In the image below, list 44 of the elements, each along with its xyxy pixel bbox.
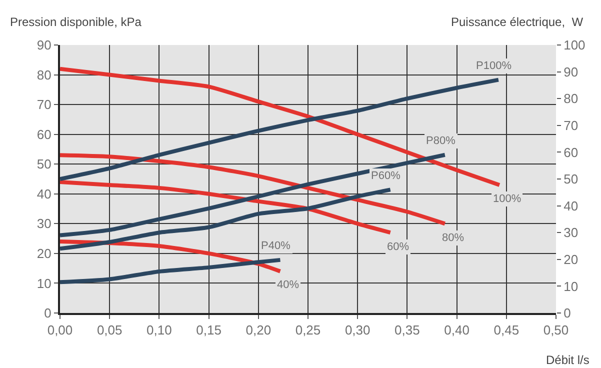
y-tick-label: 30 (36, 216, 52, 232)
y-axis-title: Pression disponible, kPa (10, 15, 142, 29)
x-tick-label: 0,50 (543, 322, 569, 338)
y2-tick-label: 60 (564, 144, 578, 160)
series-label: 100% (493, 193, 522, 205)
x-tick-label: 0,10 (146, 322, 172, 338)
y-tick-label: 20 (36, 246, 52, 261)
series-label: 60% (387, 241, 410, 253)
y2-tick-label: 90 (564, 64, 578, 80)
y-tick-label: 50 (36, 156, 52, 172)
x-tick-label: 0,40 (444, 322, 470, 338)
series-label: P60% (371, 170, 401, 182)
x-tick-label: 0,00 (47, 322, 73, 338)
y-tick-label: 80 (36, 67, 52, 82)
series-label: P40% (261, 240, 291, 252)
y2-tick-label: 20 (564, 252, 578, 267)
series-label: 80% (442, 232, 464, 244)
y-tick-label: 10 (36, 276, 52, 291)
x-tick-label: 0,45 (494, 322, 520, 338)
line-series (60, 180, 392, 235)
y2-tick-label: 30 (564, 225, 578, 240)
y2-tick-label: 80 (564, 91, 578, 106)
y-tick-label: 40 (36, 186, 52, 202)
series-label: P100% (476, 60, 512, 72)
series-label: 40% (277, 279, 300, 291)
y2-axis-title: Puissance électrique, W (451, 15, 584, 29)
series-label: P80% (426, 135, 456, 147)
x-tick-label: 0,15 (196, 322, 222, 338)
y2-tick-label: 0 (564, 306, 571, 321)
y-tick-label: 70 (36, 97, 52, 112)
x-tick-label: 0,05 (96, 322, 122, 338)
y-tick-label: 0 (44, 306, 52, 321)
y2-tick-label: 50 (564, 172, 578, 187)
y-tick-label: 90 (36, 38, 52, 53)
y2-tick-label: 10 (564, 278, 578, 294)
y-tick-label: 60 (36, 126, 52, 142)
y2-tick-label: 100 (564, 38, 586, 53)
x-tick-label: 0,30 (344, 322, 370, 338)
x-tick-label: 0,35 (394, 322, 420, 338)
x-tick-label: 0,25 (295, 322, 321, 338)
x-axis-title: Débit l/s (546, 353, 590, 367)
x-tick-label: 0,20 (246, 322, 272, 338)
y2-tick-label: 70 (564, 118, 578, 133)
y2-tick-label: 40 (564, 198, 578, 214)
